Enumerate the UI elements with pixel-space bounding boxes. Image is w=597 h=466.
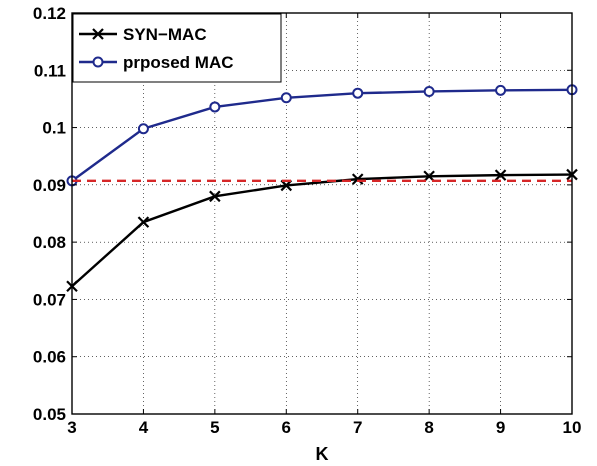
grid-lines [72,13,572,414]
y-tick-label: 0.05 [33,405,66,424]
data-point-circle-marker [495,84,507,96]
series-group [66,84,578,293]
x-tick-label: 5 [210,418,219,437]
axis-ticks: 3 4 5 6 7 8 9 10 0.05 0.06 0.07 0.08 0.09 0.1 0.11 0.12 [33,4,582,437]
data-point-circle-marker [423,85,435,97]
data-point-x-marker [209,190,221,203]
x-tick-label: 10 [563,418,582,437]
x-tick-label: 9 [496,418,505,437]
y-tick-label: 0.07 [33,290,66,309]
data-point-x-marker [137,216,150,228]
legend-label: SYN−MAC [123,25,207,44]
data-point-x-marker [423,170,435,183]
y-tick-label: 0.08 [33,233,66,252]
data-point-x-marker [494,169,507,181]
series-line-1 [71,88,573,182]
plot-frame [71,12,573,415]
series-line-0 [71,173,573,288]
x-tick-label: 3 [67,418,76,437]
x-axis-label: K [316,444,329,464]
y-tick-label: 0.11 [34,61,66,80]
legend-label: prposed MAC [123,53,234,72]
x-tick-label: 8 [424,418,433,437]
legend-box [72,13,282,83]
x-tick-label: 4 [139,418,149,437]
y-tick-label: 0.1 [42,119,66,138]
data-point-x-marker [280,179,293,192]
data-point-circle-marker [92,56,104,68]
legend: SYN−MAC prposed MAC [72,13,282,83]
x-tick-label: 6 [282,418,291,437]
y-tick-label: 0.12 [33,4,66,23]
y-tick-label: 0.09 [33,176,66,195]
y-tick-label: 0.06 [33,348,66,367]
data-point-circle-marker [137,123,149,135]
x-tick-label: 7 [353,418,362,437]
data-point-circle-marker [280,92,292,104]
data-point-circle-marker [209,101,221,113]
data-point-x-marker [92,28,104,40]
data-point-x-marker [351,173,364,185]
data-point-circle-marker [352,87,364,99]
